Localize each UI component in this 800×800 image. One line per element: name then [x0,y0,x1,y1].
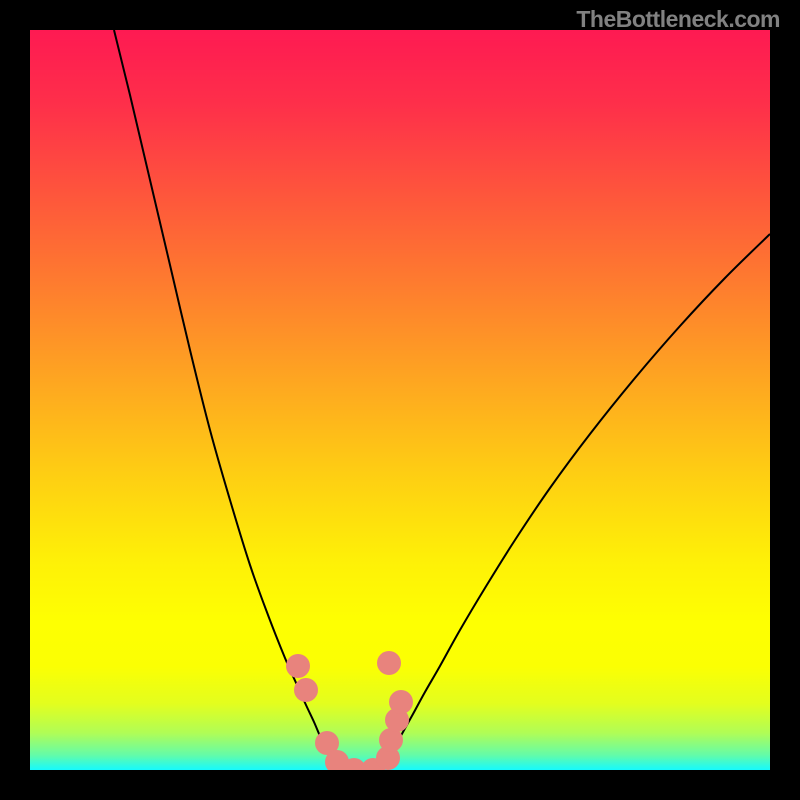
data-marker [389,690,413,714]
data-marker [286,654,310,678]
data-marker [294,678,318,702]
bottleneck-chart [0,0,800,800]
data-marker [377,651,401,675]
watermark-text: TheBottleneck.com [576,6,780,33]
